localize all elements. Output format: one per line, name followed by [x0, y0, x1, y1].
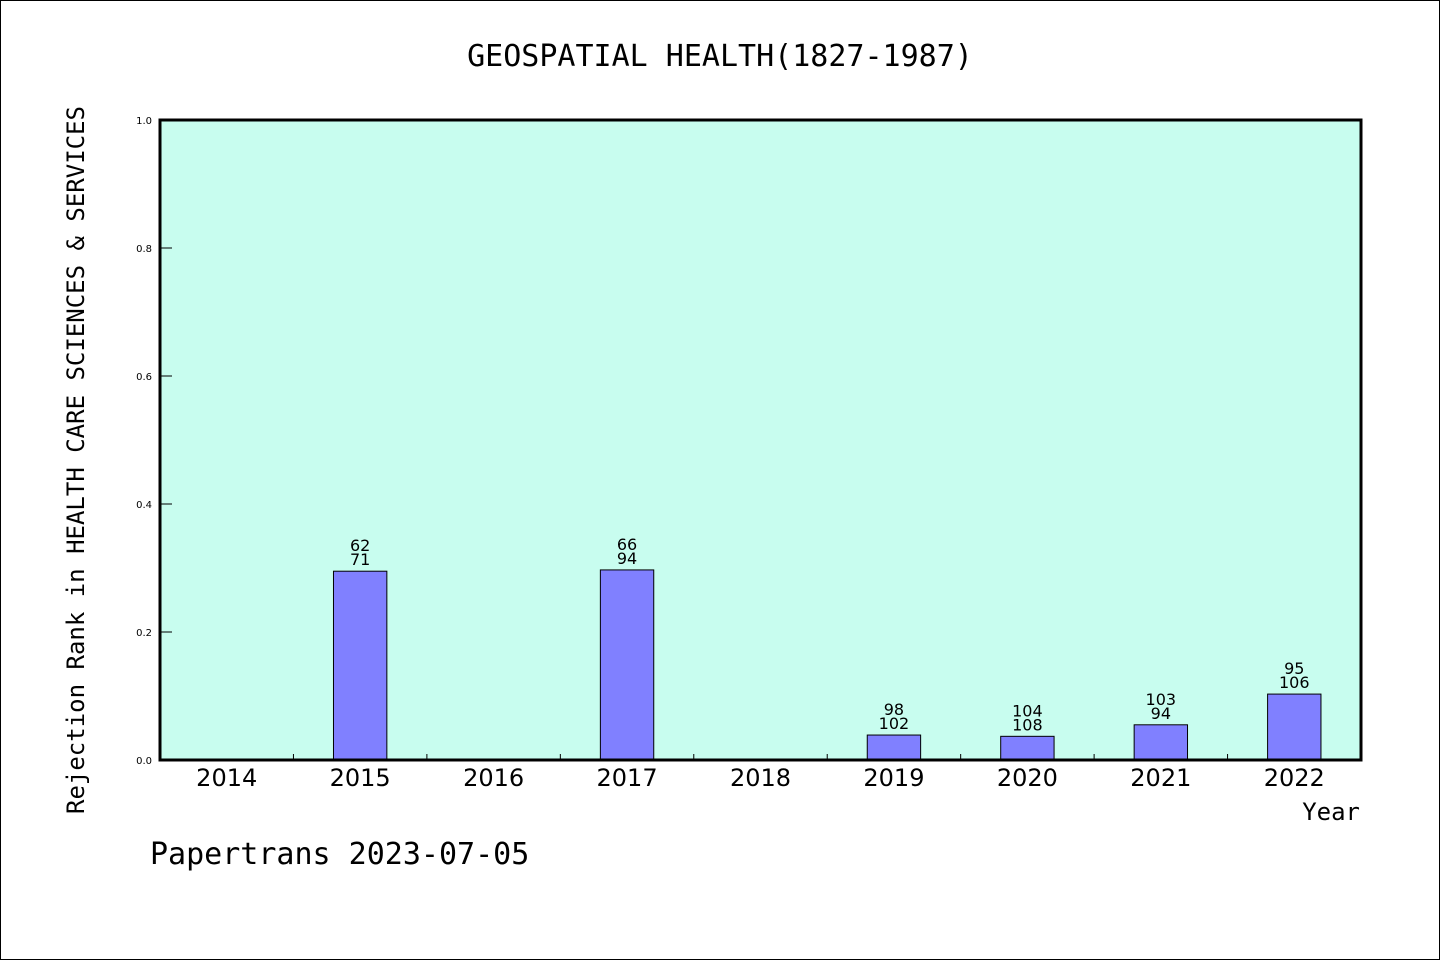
x-tick-label: 2020	[997, 764, 1058, 792]
x-axis-ticks: 2014 2015 2016 2017 2018 2019 2020 2021 2022	[196, 754, 1325, 792]
x-tick-label: 2018	[730, 764, 791, 792]
bar-label-bottom: 71	[350, 550, 370, 569]
x-tick-label: 2014	[196, 764, 257, 792]
y-tick-label: 0.2	[136, 628, 152, 639]
bar-label-top: 62	[350, 536, 370, 555]
bar-label-bottom: 94	[617, 549, 637, 568]
bar-label-top: 95	[1284, 659, 1304, 678]
bar	[866, 734, 922, 761]
x-axis-label: Year	[1302, 798, 1360, 826]
bar	[1000, 735, 1055, 761]
bar-label-bottom: 94	[1151, 704, 1171, 723]
x-tick-label: 2015	[330, 764, 391, 792]
chart-title: GEOSPATIAL HEALTH(1827-1987)	[467, 39, 973, 74]
y-axis-label: Rejection Rank in HEALTH CARE SCIENCES &…	[62, 106, 90, 814]
x-tick-label: 2017	[597, 764, 658, 792]
y-axis-ticks: 0.0 0.2 0.4 0.6 0.8 1.0	[136, 116, 172, 767]
bar	[1133, 724, 1189, 761]
x-tick-label: 2021	[1130, 764, 1191, 792]
x-tick-label: 2019	[863, 764, 924, 792]
y-tick-label: 0.4	[136, 500, 152, 511]
x-tick-label: 2022	[1264, 764, 1325, 792]
x-tick-label: 2016	[463, 764, 524, 792]
bar-label-top: 66	[617, 535, 637, 554]
y-tick-label: 0.8	[136, 244, 152, 255]
bar-label-top: 98	[884, 700, 904, 719]
bar-label-bottom: 106	[1279, 673, 1310, 692]
y-tick-label: 0.0	[136, 756, 152, 767]
y-tick-label: 0.6	[136, 372, 152, 383]
bar	[1267, 693, 1322, 761]
bar-label-top: 103	[1146, 690, 1177, 709]
footer-text: Papertrans 2023-07-05	[150, 837, 529, 872]
bar-label-top: 104	[1012, 701, 1043, 720]
bar	[599, 569, 655, 761]
bar	[332, 570, 388, 761]
bar-label-bottom: 108	[1012, 715, 1043, 734]
bar-label-bottom: 102	[879, 714, 910, 733]
plot-border	[158, 118, 1363, 762]
y-tick-label: 1.0	[136, 116, 152, 127]
